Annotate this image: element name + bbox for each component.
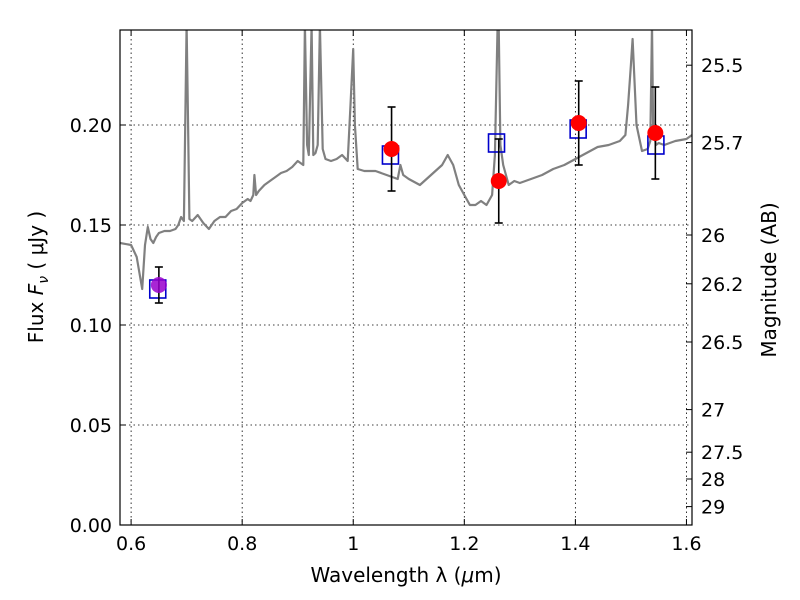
model-photometry-square <box>487 133 506 153</box>
observed-photometry-point <box>490 173 507 189</box>
right-tick-label: 26.5 <box>701 332 743 354</box>
right-tick-label: 26 <box>701 225 725 247</box>
x-tick-label: 1.4 <box>560 533 590 555</box>
y-axis-label: Flux Fν ( μJy ) <box>24 211 52 343</box>
y-tick-label: 0.10 <box>70 315 112 337</box>
y-tick-label: 0.15 <box>70 215 112 237</box>
x-tick-label: 0.6 <box>116 533 146 555</box>
observed-photometry-point <box>570 115 587 131</box>
y-tick-label: 0.00 <box>70 515 112 537</box>
x-axis-label: Wavelength λ (μm) <box>310 563 501 587</box>
right-tick-label: 26.2 <box>701 274 743 296</box>
right-tick-label: 27.5 <box>701 442 743 464</box>
right-tick-label: 25.7 <box>701 133 743 155</box>
right-tick-label: 29 <box>701 497 725 519</box>
observed-photometry-point <box>383 141 400 157</box>
x-tick-label: 1.2 <box>449 533 479 555</box>
observed-photometry-point <box>150 277 167 293</box>
plot-frame <box>119 29 693 526</box>
right-tick-label: 28 <box>701 469 725 491</box>
y-tick-label: 0.20 <box>70 115 112 137</box>
model-spectrum-line <box>120 30 692 291</box>
y-tick-label: 0.05 <box>70 415 112 437</box>
grid-lines <box>120 30 692 526</box>
observed-photometry-point <box>647 125 664 141</box>
x-tick-label: 1 <box>347 533 359 555</box>
x-tick-label: 1.6 <box>671 533 701 555</box>
data-layer <box>120 30 692 304</box>
right-axis-label: Magnitude (AB) <box>757 202 781 357</box>
axis-ticks: 0.6 0.8 1 1.2 1.4 1.6 0.00 0.05 0.10 0.15 0.20 25.5… <box>70 30 743 555</box>
right-tick-label: 27 <box>701 400 725 422</box>
right-tick-label: 25.5 <box>701 55 743 77</box>
x-tick-label: 0.8 <box>227 533 257 555</box>
